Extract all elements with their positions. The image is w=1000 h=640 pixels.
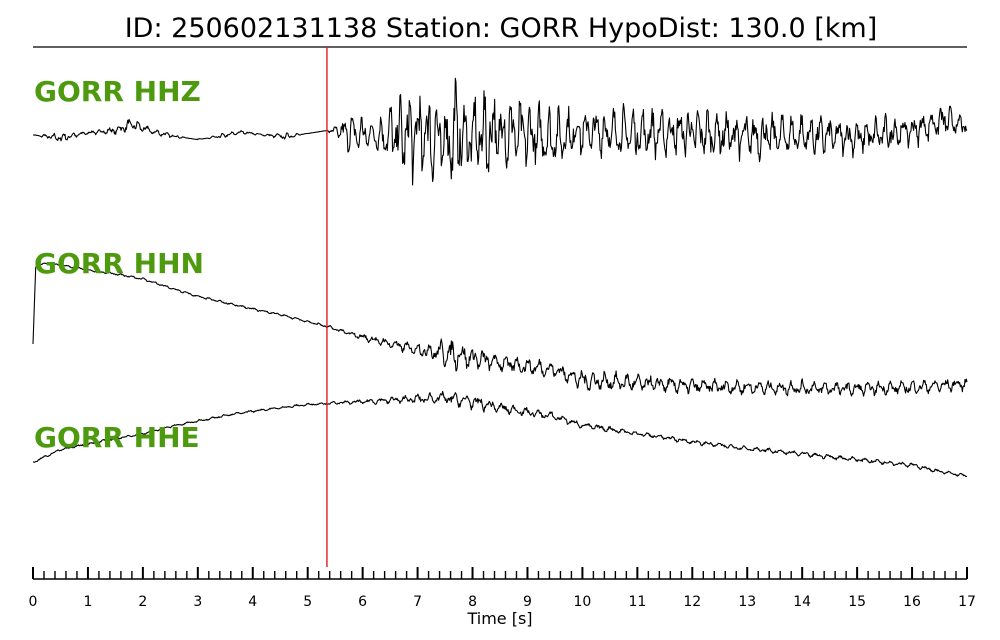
trace-label: GORR HHN xyxy=(34,247,204,280)
x-tick-label: 14 xyxy=(793,594,811,610)
x-tick-label: 5 xyxy=(303,594,312,610)
x-tick-label: 7 xyxy=(413,594,422,610)
x-tick-label: 8 xyxy=(468,594,477,610)
traces-group xyxy=(32,77,968,478)
chart-title: ID: 250602131138 Station: GORR HypoDist:… xyxy=(125,13,878,44)
x-tick-label: 2 xyxy=(138,594,147,610)
x-tick-label: 0 xyxy=(29,594,38,610)
time-axis: 0 1 2 3 4 5 6 7 8 9 10 11 12 13 14 15 16 17 xyxy=(29,567,976,610)
trace-line-gorr-hhz xyxy=(32,77,968,186)
x-tick-label: 13 xyxy=(738,594,756,610)
x-tick-label: 4 xyxy=(248,594,257,610)
trace-line-gorr-hhn xyxy=(32,262,968,397)
x-axis-label: Time [s] xyxy=(466,609,532,628)
x-tick-label: 12 xyxy=(683,594,701,610)
trace-line-gorr-hhe xyxy=(32,390,968,478)
x-tick-label: 15 xyxy=(848,594,866,610)
x-tick-label: 3 xyxy=(193,594,202,610)
trace-label: GORR HHE xyxy=(34,421,200,454)
x-tick-label: 11 xyxy=(628,594,646,610)
x-tick-label: 6 xyxy=(358,594,367,610)
x-tick-label: 1 xyxy=(83,594,92,610)
x-tick-label: 9 xyxy=(523,594,532,610)
trace-labels-group: GORR HHZ GORR HHN GORR HHE xyxy=(34,75,204,454)
x-tick-label: 10 xyxy=(573,594,591,610)
x-tick-label: 16 xyxy=(903,594,921,610)
x-tick-label: 17 xyxy=(958,594,976,610)
trace-label: GORR HHZ xyxy=(34,75,201,108)
